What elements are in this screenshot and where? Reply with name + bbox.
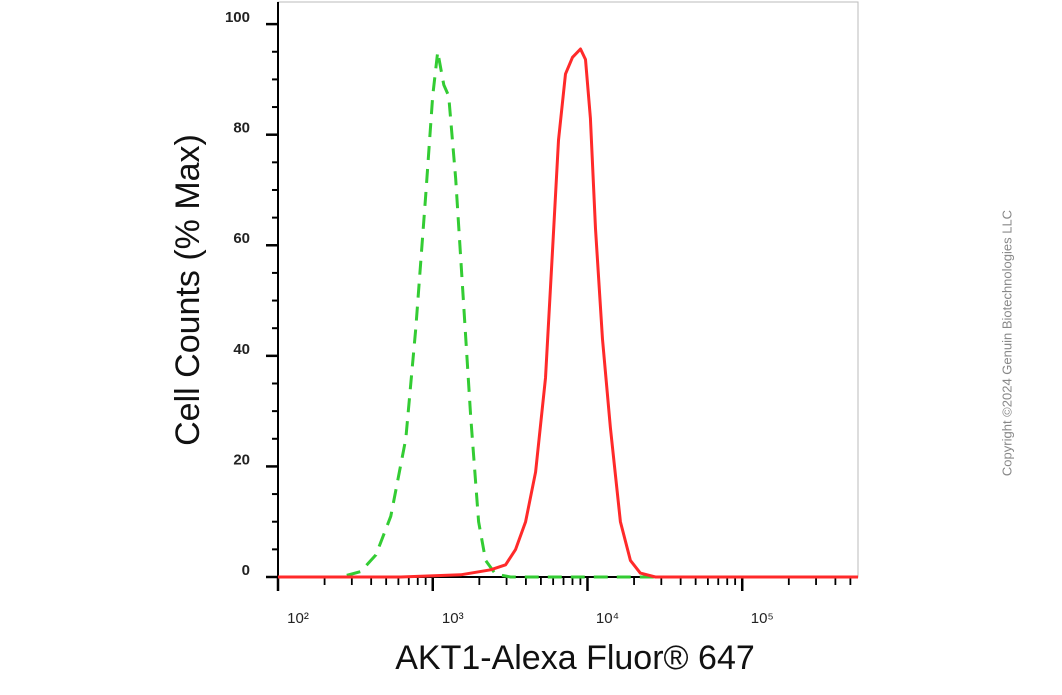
y-tick-label: 20 [233,451,250,468]
x-tick-label: 10² [287,610,309,627]
x-tick-label: 10⁴ [596,610,619,627]
plot-frame [277,1,859,578]
x-tick-label: 10⁵ [751,610,774,627]
y-tick-label: 100 [225,9,250,26]
copyright: Copyright ©2024 Genuin Biotechnologies L… [999,210,1014,476]
y-tick-label: 60 [233,230,250,247]
y-tick-label: 40 [233,341,250,358]
histogram-line [278,50,858,579]
x-tick-label: 10³ [442,610,464,627]
y-axis-label: Cell Counts (% Max) [169,134,207,446]
y-tick-label: 0 [242,562,250,579]
histogram-line [278,47,858,579]
y-tick-label: 80 [233,120,250,137]
x-axis-label: AKT1-Alexa Fluor® 647 [395,639,755,677]
